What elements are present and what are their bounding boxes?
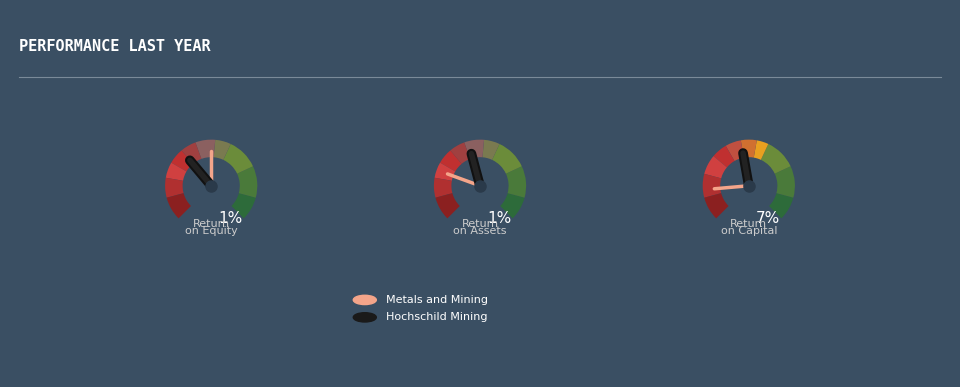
Wedge shape [483,140,499,160]
Text: Return: Return [731,219,767,229]
Wedge shape [171,151,193,171]
Wedge shape [500,193,524,218]
Text: 1%: 1% [487,211,511,226]
Text: on Equity: on Equity [185,226,237,236]
Wedge shape [754,140,768,160]
Wedge shape [705,193,729,218]
Wedge shape [165,178,183,198]
Wedge shape [713,146,734,168]
Text: Return: Return [462,219,498,229]
Wedge shape [492,144,522,174]
Wedge shape [705,156,727,178]
Text: PERFORMANCE LAST YEAR: PERFORMANCE LAST YEAR [19,39,211,54]
Circle shape [353,295,376,305]
Wedge shape [214,140,230,160]
Wedge shape [231,193,255,218]
Text: 1%: 1% [218,211,242,226]
Circle shape [353,313,376,322]
Text: Hochschild Mining: Hochschild Mining [386,312,488,322]
Wedge shape [465,140,484,159]
Text: on Capital: on Capital [721,226,777,236]
Text: Metals and Mining: Metals and Mining [386,295,488,305]
Wedge shape [440,151,462,171]
Wedge shape [224,144,253,174]
Wedge shape [237,166,257,198]
Wedge shape [775,166,795,198]
Wedge shape [506,166,526,198]
Text: 7%: 7% [756,211,780,226]
Text: Return: Return [193,219,229,229]
Wedge shape [181,142,202,164]
Wedge shape [166,163,186,181]
Text: on Assets: on Assets [453,226,507,236]
Wedge shape [436,193,460,218]
Wedge shape [769,193,793,218]
Wedge shape [434,178,452,198]
Wedge shape [450,142,470,164]
Wedge shape [761,144,791,174]
Wedge shape [435,163,455,181]
Wedge shape [196,140,215,159]
Wedge shape [741,140,756,158]
Wedge shape [167,193,191,218]
Wedge shape [726,140,744,161]
Wedge shape [703,174,721,198]
